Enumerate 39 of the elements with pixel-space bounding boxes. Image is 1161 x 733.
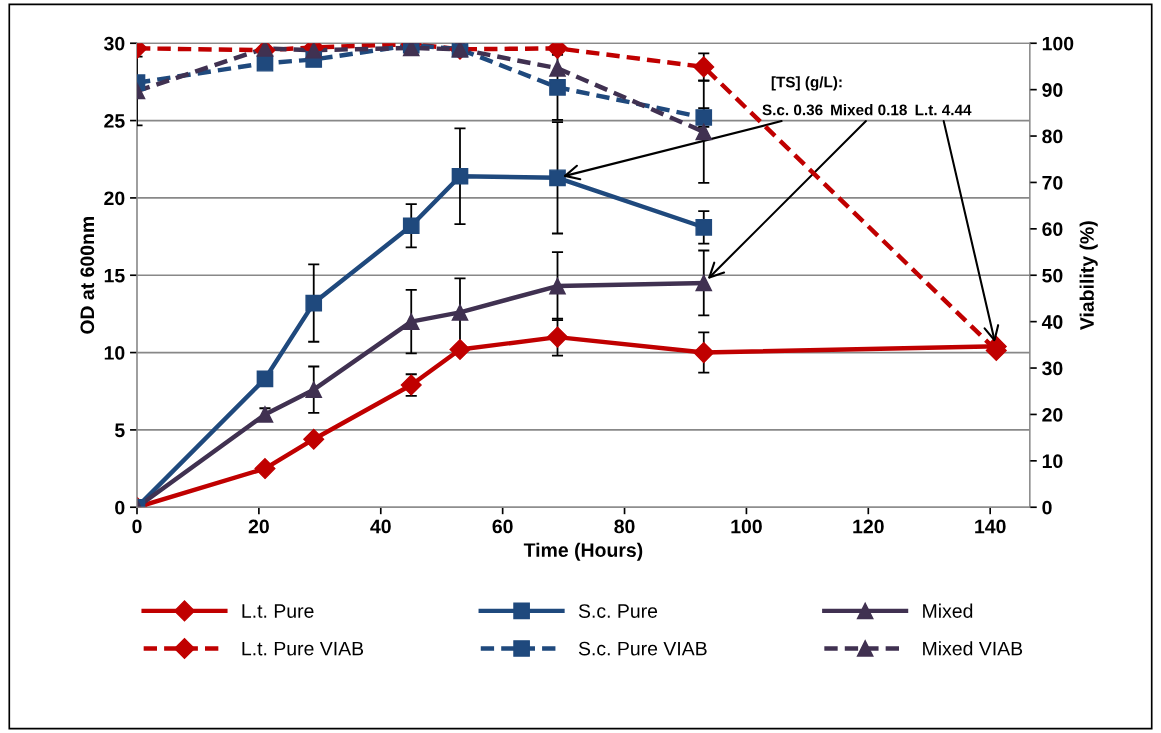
y2-tick-label: 10 (1042, 454, 1063, 469)
y-axis-title: OD at 600nm (80, 217, 95, 334)
y2-tick-label: 90 (1042, 83, 1063, 97)
y-tick-label: 10 (104, 346, 125, 360)
x-tick-label: 140 (975, 519, 1006, 534)
y2-tick-label: 30 (1042, 361, 1063, 376)
legend-label: Mixed (923, 603, 973, 618)
x-tick-label: 20 (248, 519, 269, 534)
x-tick-label: 40 (370, 519, 391, 534)
y-tick-label: 0 (115, 500, 125, 515)
y-tick-label: 25 (104, 114, 125, 128)
legend-label: L.t. Pure (242, 604, 314, 618)
annotation: Mixed 0.18 (831, 104, 907, 116)
y2-axis-title: Viability (%) (1079, 221, 1098, 331)
legend-label: Mixed VIAB (923, 641, 1023, 656)
y2-tick-label: 20 (1042, 407, 1063, 422)
annotation: [TS] (g/L): (771, 76, 842, 91)
legend-label: S.c. Pure (578, 604, 658, 618)
legend-label: S.c. Pure VIAB (578, 641, 707, 656)
y2-tick-label: 70 (1042, 175, 1063, 190)
y2-tick-label: 0 (1042, 500, 1052, 515)
x-axis-title: Time (Hours) (523, 542, 643, 561)
y2-tick-label: 40 (1041, 315, 1063, 329)
x-tick-label: 0 (132, 519, 142, 534)
y-tick-label: 5 (114, 423, 125, 438)
y2-tick-label: 100 (1042, 36, 1074, 51)
annotation: L.t. 4.44 (915, 104, 972, 116)
y-tick-label: 15 (104, 268, 125, 283)
y2-tick-label: 60 (1042, 222, 1063, 237)
x-tick-label: 120 (853, 519, 884, 534)
y-tick-label: 30 (104, 36, 125, 51)
legend-label: L.t. Pure VIAB (242, 641, 364, 656)
y2-tick-label: 50 (1042, 268, 1063, 283)
x-tick-label: 100 (731, 519, 762, 534)
y2-tick-label: 80 (1042, 129, 1063, 144)
y-tick-label: 20 (104, 191, 125, 206)
x-tick-label: 60 (492, 519, 513, 534)
x-tick-label: 80 (614, 519, 635, 534)
annotation: S.c. 0.36 (762, 104, 823, 116)
